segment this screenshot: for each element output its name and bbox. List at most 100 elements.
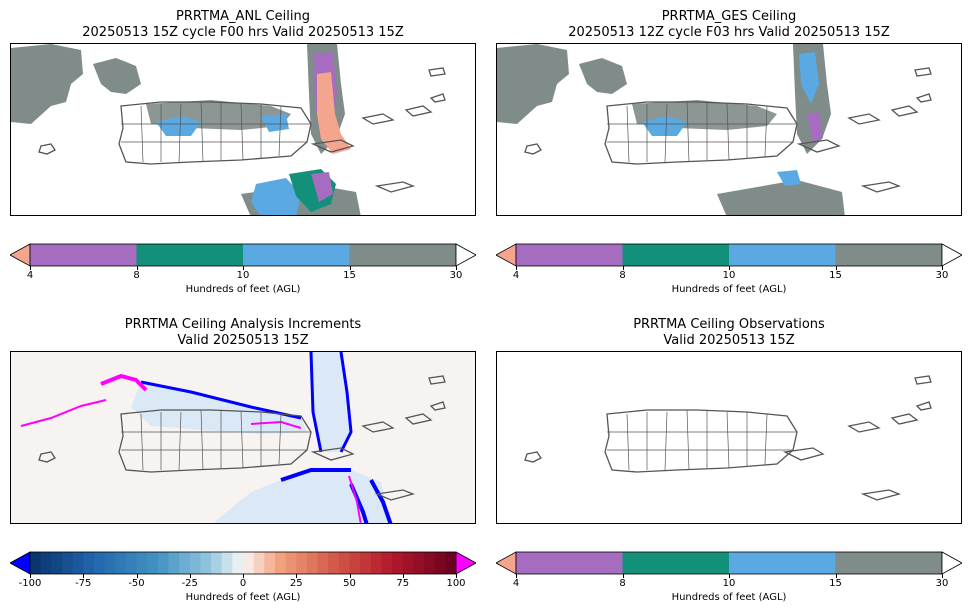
ges-colorbar-tick-label: 4 <box>512 270 520 281</box>
anl-pr-municipal-lines <box>121 101 311 163</box>
inc-st-thomas <box>361 421 395 433</box>
ges-colorbar-label: Hundreds of feet (AGL) <box>671 284 787 295</box>
inc-st-croix <box>374 489 416 501</box>
inc-colorbar-tick-label: 0 <box>239 578 247 589</box>
anl-colorbar-svg <box>10 243 476 267</box>
inc-map-svg <box>11 352 475 523</box>
anl-vieques <box>310 139 355 153</box>
anl-cloud-purple-south <box>311 172 333 202</box>
obs-map <box>496 351 962 524</box>
ges-title: PRRTMA_GES Ceiling 20250513 12Z cycle F0… <box>496 9 962 41</box>
inc-colorbar-step-31 <box>360 552 372 574</box>
inc-pr-municipal-lines <box>121 409 311 471</box>
obs-colorbar-tick-label: 8 <box>619 578 626 589</box>
inc-colorbar-step-13 <box>168 552 180 574</box>
anl-colorbar-under <box>10 243 31 267</box>
inc-colorbar-step-8 <box>115 552 127 574</box>
ges-colorbar-tickmark <box>516 266 517 270</box>
ges-cloud-blue-channel <box>799 52 819 104</box>
inc-colorbar-step-1 <box>40 552 52 574</box>
inc-title: PRRTMA Ceiling Analysis Increments Valid… <box>10 317 476 349</box>
obs-colorbar-tickmark <box>622 574 624 578</box>
inc-colorbar-step-27 <box>317 552 329 574</box>
anl-cloud-layer <box>11 44 361 215</box>
inc-colorbar-tick-label: -25 <box>181 578 198 589</box>
anl-st-croix <box>374 181 416 193</box>
inc-colorbar-step-24 <box>285 552 297 574</box>
inc-colorbar-step-4 <box>72 552 84 574</box>
anl-map <box>10 43 476 216</box>
inc-colorbar-under <box>10 551 31 575</box>
anl-title: PRRTMA_ANL Ceiling 20250513 15Z cycle F0… <box>10 9 476 41</box>
obs-colorbar-tickmark <box>835 574 837 578</box>
inc-colorbar-over <box>455 551 476 575</box>
ges-colorbar-tickmark <box>942 266 943 270</box>
inc-colorbar-step-2 <box>51 552 63 574</box>
anl-st-thomas <box>361 113 395 125</box>
inc-colorbar-step-11 <box>147 552 159 574</box>
obs-colorbar-tickmark <box>942 574 943 578</box>
inc-colorbar-tickmark <box>83 574 85 578</box>
obs-tortola <box>890 413 919 425</box>
obs-puerto-rico-coast <box>604 409 798 473</box>
anl-colorbar-tick-label: 10 <box>236 270 250 281</box>
anl-colorbar-tickmark <box>349 266 351 270</box>
obs-colorbar-seg-1 <box>622 552 729 574</box>
ges-colorbar-under <box>496 243 517 267</box>
ges-st-thomas <box>847 113 881 125</box>
ges-cloud-gray-south <box>717 180 845 215</box>
inc-colorbar-step-19 <box>232 552 244 574</box>
inc-colorbar-step-32 <box>370 552 382 574</box>
inc-colorbar-step-36 <box>413 552 425 574</box>
anl-colorbar-seg-2 <box>243 244 350 266</box>
ges-colorbar: 4 8 10 15 30 Hundreds of feet (AGL) <box>496 243 962 303</box>
obs-vieques <box>782 447 825 461</box>
anl-colorbar-tick-label: 15 <box>343 270 356 281</box>
anl-colorbar-seg-1 <box>136 244 243 266</box>
inc-map <box>10 351 476 524</box>
ges-cloud-purple-channel <box>807 112 823 142</box>
anl-colorbar-seg-3 <box>349 244 456 266</box>
ges-colorbar-over <box>941 243 962 267</box>
ges-cloud-blue-south <box>777 170 801 186</box>
inc-colorbar-tickmark <box>30 574 31 578</box>
inc-colorbar-tickmark <box>349 574 351 578</box>
inc-colorbar-step-30 <box>349 552 361 574</box>
obs-colorbar-tickmark <box>729 574 730 578</box>
inc-anegada <box>428 375 446 385</box>
obs-virgin-gorda <box>915 401 932 411</box>
inc-tortola <box>404 413 433 425</box>
ges-puerto-rico-coast <box>604 101 798 165</box>
obs-colorbar-seg-0 <box>516 552 623 574</box>
anl-colorbar-tickmark <box>30 266 31 270</box>
inc-colorbar-label: Hundreds of feet (AGL) <box>185 592 301 603</box>
anl-colorbar-tick-label: 8 <box>133 270 140 281</box>
inc-colorbar-step-16 <box>200 552 212 574</box>
inc-colorbar-step-37 <box>424 552 436 574</box>
ges-colorbar-seg-2 <box>729 244 836 266</box>
ges-coastlines <box>524 67 932 193</box>
inc-colorbar-tickmark <box>296 574 298 578</box>
ges-colorbar-tick-label: 15 <box>829 270 842 281</box>
anl-cloud-blue-mid <box>261 114 289 132</box>
ges-colorbar-tickmark <box>835 266 837 270</box>
anl-virgin-gorda <box>429 93 446 103</box>
ges-map <box>496 43 962 216</box>
inc-colorbar-step-26 <box>306 552 319 574</box>
obs-st-croix <box>860 489 902 501</box>
inc-magenta-west <box>20 399 107 427</box>
inc-colorbar-tick-label: 25 <box>289 578 303 589</box>
inc-colorbar-tickmark <box>402 574 404 578</box>
ges-cloud-gray-nw <box>579 58 627 94</box>
anl-colorbar-label: Hundreds of feet (AGL) <box>185 284 301 295</box>
obs-colorbar-tick-label: 4 <box>512 578 520 589</box>
ges-cloud-gray-west <box>497 44 569 124</box>
obs-colorbar-label: Hundreds of feet (AGL) <box>671 592 787 603</box>
inc-colorbar-step-7 <box>104 552 116 574</box>
anl-mona-island <box>38 143 56 155</box>
inc-colorbar-tick-label: -50 <box>128 578 145 589</box>
anl-colorbar-seg-0 <box>30 244 137 266</box>
obs-colorbar-tick-label: 10 <box>722 578 736 589</box>
inc-colorbar-step-33 <box>381 552 393 574</box>
inc-colorbar-step-29 <box>338 552 350 574</box>
